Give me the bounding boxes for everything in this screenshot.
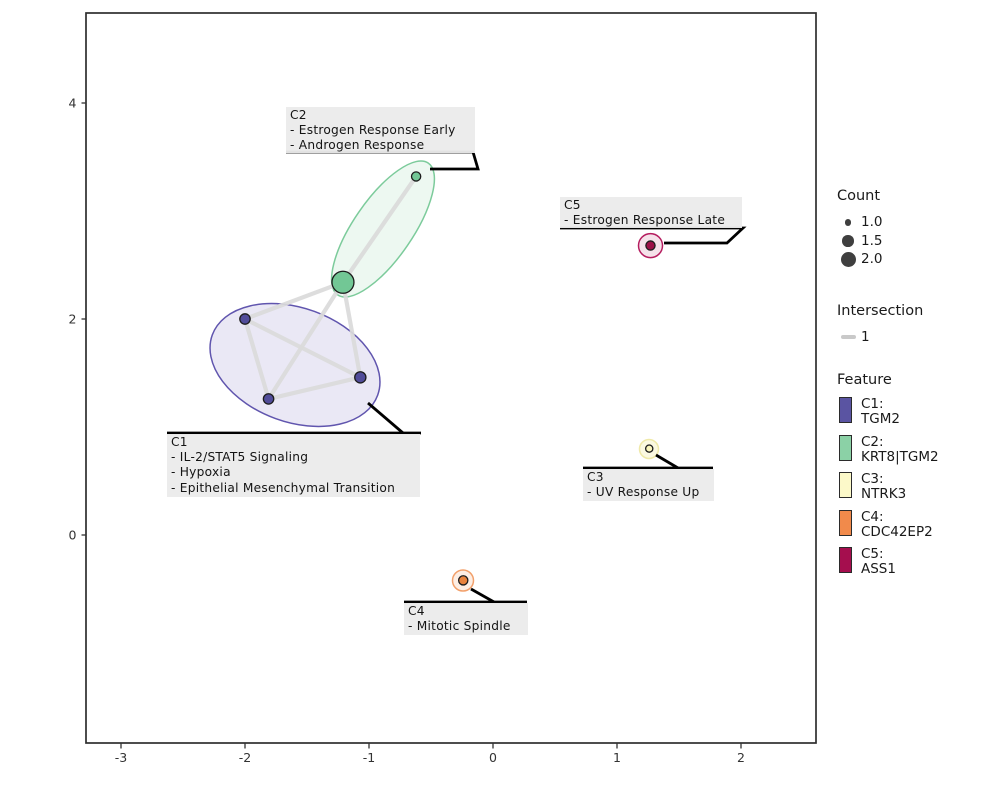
graph-node-c2-a [331,270,355,294]
legend-feature-item: C1: TGM2 [835,397,1000,427]
cluster-label-C1: C1- IL-2/STAT5 Signaling - Hypoxia - Epith… [167,434,420,497]
legend-count-title: Count [837,188,881,204]
feature-item-label-bottom: TGM2 [861,411,900,427]
feature-item-label-bottom: CDC42EP2 [861,523,933,540]
graph-edge [266,375,363,402]
feature-item-label-top: C4: [861,508,884,525]
cluster-label-line: - Androgen Response [290,138,425,153]
cluster-label-C2: C2- Estrogen Response Early - Androgen Re… [286,107,475,153]
legend-feature-item: C5: ASS1 [835,547,1000,577]
graph-node-c3-a [644,444,654,453]
cluster-leader-C1 [367,401,404,435]
cluster-leader-C4 [470,587,495,604]
graph-edge [242,280,346,322]
intersection-swatch-cell [835,334,861,339]
legend-count-item: 1.5 [835,232,1000,251]
feature-item-label-top: C2: [861,433,884,450]
graph-edge [340,280,363,380]
graph-node-c1-b [262,393,275,405]
legend-feature-items: C1: TGM2 C2: KRT8|TGM2 C3: NTRK3 C4: CDC42EP2 C5… [835,397,1000,577]
feature-item-label-top: C5: [861,546,884,562]
feature-item-label: C1: TGM2 [861,397,900,427]
graph-node-c1-c [354,371,367,384]
cluster-label-line: - Epithelial Mesenchymal Transition [171,480,396,495]
cluster-label-line: C3 [587,470,604,484]
cluster-label-line: - Estrogen Response Early [290,123,456,138]
cluster-hull-C1 [209,302,381,428]
feature-item-label: C2: KRT8|TGM2 [861,433,939,465]
y-tick-label: 4 [69,95,77,110]
feature-item-label-bottom: NTRK3 [861,486,907,502]
cluster-label-line: C4 [408,604,425,618]
y-tick-label: 2 [69,311,77,326]
feature-swatch [839,397,852,423]
x-tick-label: -3 [115,750,127,765]
feature-item-label-top: C3: [861,471,884,487]
feature-item-label-bottom: KRT8|TGM2 [861,448,939,465]
cluster-label-line: - UV Response Up [587,485,700,500]
legend-count-item: 2.0 [835,250,1000,269]
feature-swatch [839,547,852,573]
cluster-label-line: C2 [290,108,307,122]
legend-panel: Count 1.0 1.5 2.0 Intersection 1 Feature… [835,188,1000,585]
y-tick-label: 0 [69,527,77,542]
count-dot-cell [835,251,861,267]
count-dot-medium [842,235,854,247]
count-dot-cell [835,235,861,247]
cluster-label-line: - Estrogen Response Late [564,213,726,228]
graph-edge [266,280,346,402]
feature-item-label: C3: NTRK3 [861,472,906,502]
x-tick-label: 1 [613,750,621,765]
graph-edge [340,174,419,285]
feature-swatch [839,509,852,536]
count-item-label: 1.5 [861,232,883,249]
legend-intersection-item: 1 [835,328,1000,347]
legend-feature-item: C3: NTRK3 [835,472,1000,502]
cluster-label-line: - Mitotic Spindle [408,619,511,634]
cluster-leader-C5 [560,226,747,245]
x-tick-label: -2 [239,750,251,765]
feature-swatch [839,472,852,498]
cluster-label-line: - IL-2/STAT5 Signaling [171,450,309,465]
graph-node-c5-a [645,240,656,251]
cluster-label-C3: C3- UV Response Up [583,469,714,501]
x-tick-label: -1 [363,750,375,765]
graph-edge [242,316,363,380]
feature-swatch [839,434,852,461]
cluster-label-line: C1 [171,435,188,449]
feature-item-label: C4: CDC42EP2 [861,508,933,540]
graph-edge [242,316,271,402]
intersection-item-label: 1 [861,328,870,345]
count-dot-large [840,251,856,267]
cluster-label-C5: C5- Estrogen Response Late [560,197,742,228]
graph-node-c1-a [239,313,251,325]
cluster-label-line: C5 [564,198,581,212]
x-tick-label: 0 [489,750,497,765]
graph-node-c4-a [457,575,469,586]
feature-item-label-top: C1: [861,396,884,412]
legend-feature-item: C4: CDC42EP2 [835,508,1000,540]
graph-node-c2-b [410,171,422,182]
x-tick-label: 2 [737,750,745,765]
count-item-label: 1.0 [861,214,883,231]
intersection-line-swatch [840,334,856,339]
count-item-label: 2.0 [861,251,883,268]
legend-feature-title: Feature [837,372,892,388]
legend-count-item: 1.0 [835,213,1000,232]
cluster-label-C4: C4- Mitotic Spindle [404,603,528,635]
feature-item-label-bottom: ASS1 [861,561,896,577]
legend-intersection-title: Intersection [837,302,924,319]
cluster-leader-C3 [655,453,679,470]
legend-feature-item: C2: KRT8|TGM2 [835,433,1000,465]
count-dot-small [844,219,852,226]
feature-item-label: C5: ASS1 [861,547,896,577]
count-dot-cell [835,219,861,226]
cluster-label-line: - Hypoxia [171,465,231,480]
